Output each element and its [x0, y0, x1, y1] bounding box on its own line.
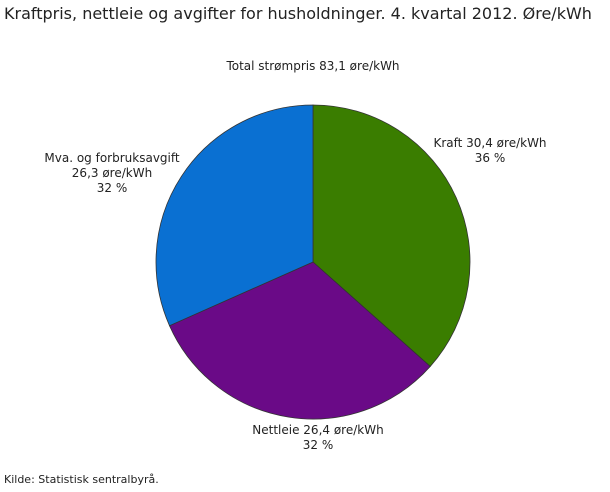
- percent-label: 36 %: [475, 151, 506, 165]
- source: Kilde: Statistisk sentralbyrå.: [4, 473, 159, 486]
- chart-title: Kraftpris, nettleie og avgifter for hush…: [4, 4, 592, 23]
- slice-label: Kraft 30,4 øre/kWh: [433, 136, 546, 150]
- category-label: Nettleie: [252, 423, 299, 437]
- annotation: Total strømpris 83,1 øre/kWh: [225, 59, 399, 73]
- slice-label: Nettleie 26,4 øre/kWh: [252, 423, 383, 437]
- pie-slice: [155, 104, 314, 327]
- percent-label: 32 %: [97, 181, 128, 195]
- value-label: 26,3 øre/kWh: [72, 166, 152, 180]
- slice-label: 26,3 øre/kWh: [72, 166, 152, 180]
- pie-slice: [312, 104, 471, 368]
- percent-label: 32 %: [303, 438, 334, 452]
- value-label: 26,4 øre/kWh: [299, 423, 383, 437]
- value-label: 30,4 øre/kWh: [462, 136, 546, 150]
- pie-slice: [168, 261, 431, 420]
- category-label: Mva. og forbruksavgift: [44, 151, 179, 165]
- slice-label: Mva. og forbruksavgift: [44, 151, 179, 165]
- category-label: Kraft: [433, 136, 462, 150]
